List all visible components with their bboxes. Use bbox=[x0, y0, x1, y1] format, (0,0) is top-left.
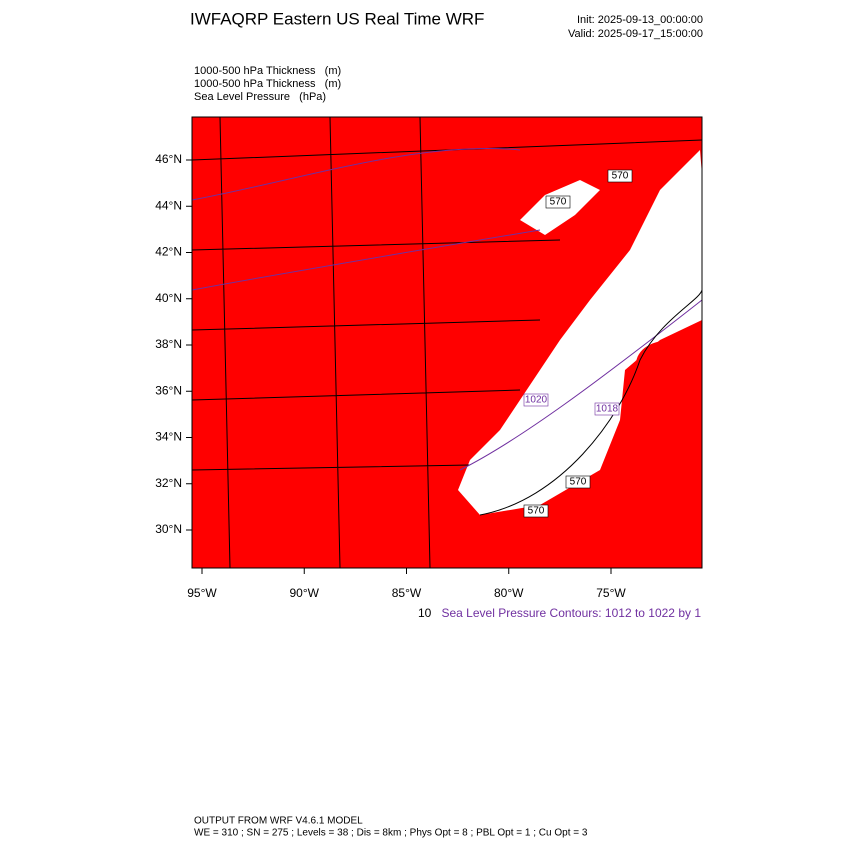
lon-label: 90°W bbox=[290, 586, 320, 600]
pressure-contours bbox=[191, 147, 703, 471]
lat-label: 40°N bbox=[155, 291, 182, 305]
pressure-note: Sea Level Pressure Contours: 1012 to 102… bbox=[442, 606, 702, 620]
ocean-region bbox=[458, 150, 702, 515]
field-label: 1000-500 hPa Thickness (m) bbox=[194, 65, 341, 77]
lon-label: 75°W bbox=[596, 586, 626, 600]
lon-label: 80°W bbox=[494, 586, 524, 600]
footer-line: WE = 310 ; SN = 275 ; Levels = 38 ; Dis … bbox=[194, 828, 588, 839]
lon-label: 95°W bbox=[187, 586, 217, 600]
lat-label: 34°N bbox=[155, 430, 182, 444]
contour-label-box bbox=[594, 402, 620, 416]
thickness-contour bbox=[479, 289, 703, 516]
lat-label: 38°N bbox=[155, 337, 182, 351]
title: IWFAQRP Eastern US Real Time WRF bbox=[190, 9, 484, 28]
lat-label: 42°N bbox=[155, 245, 182, 259]
lat-label: 30°N bbox=[155, 522, 182, 536]
valid-time: Valid: 2025-09-17_15:00:00 bbox=[568, 28, 703, 40]
contour-label: 1018 bbox=[596, 404, 619, 415]
contour-label: 1020 bbox=[525, 395, 548, 406]
contour-label: 570 bbox=[570, 477, 587, 488]
field-label: Sea Level Pressure (hPa) bbox=[194, 91, 326, 103]
contour-label-box bbox=[523, 393, 549, 407]
map-frame bbox=[191, 116, 703, 569]
contour-label: 570 bbox=[612, 171, 629, 182]
contour-label: 570 bbox=[528, 506, 545, 517]
contour-label-box bbox=[565, 475, 591, 489]
field-label: 1000-500 hPa Thickness (m) bbox=[194, 78, 341, 90]
init-time: Init: 2025-09-13_00:00:00 bbox=[577, 14, 703, 26]
warm-region bbox=[635, 340, 702, 470]
lat-label: 36°N bbox=[155, 383, 182, 397]
lat-label: 32°N bbox=[155, 476, 182, 490]
contour-label: 570 bbox=[550, 197, 567, 208]
thickness-note: 10 bbox=[418, 606, 432, 620]
contour-label-box bbox=[607, 169, 633, 183]
footer-line: OUTPUT FROM WRF V4.6.1 MODEL bbox=[194, 816, 363, 827]
contour-label-box bbox=[523, 504, 549, 518]
lat-label: 46°N bbox=[155, 152, 182, 166]
contour-label-box bbox=[545, 195, 571, 209]
lon-label: 85°W bbox=[392, 586, 422, 600]
lat-label: 44°N bbox=[155, 198, 182, 212]
